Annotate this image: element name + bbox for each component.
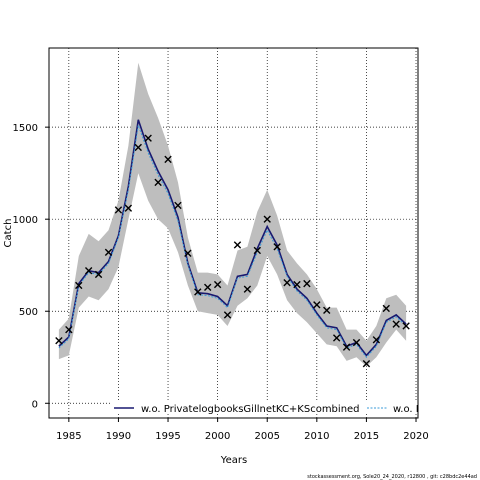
observed-point-2016 xyxy=(372,336,381,344)
observed-mark-b xyxy=(243,285,252,293)
legend-background xyxy=(112,402,417,413)
observed-mark-b xyxy=(204,283,212,291)
observed-point-1994 xyxy=(154,178,162,187)
observed-mark-b xyxy=(65,325,73,334)
observed-point-2002 xyxy=(233,241,242,249)
observed-mark-b xyxy=(382,304,390,313)
observed-points xyxy=(55,134,410,368)
observed-mark-b xyxy=(164,155,172,164)
observed-mark-b xyxy=(263,215,271,223)
observed-point-1993 xyxy=(144,134,152,142)
observed-mark-b xyxy=(94,270,103,279)
observed-mark-b xyxy=(194,288,202,296)
observed-point-1996 xyxy=(174,201,182,210)
legend: w.o. PrivatelogbooksGillnetKC+KScombined… xyxy=(112,402,422,415)
observed-point-1995 xyxy=(164,155,172,164)
observed-point-2017 xyxy=(382,304,390,313)
observed-mark-b xyxy=(75,281,83,290)
observed-point-1986 xyxy=(75,281,83,290)
observed-mark-b xyxy=(55,336,63,345)
observed-mark-b xyxy=(332,334,341,342)
y-axis-title: Catch xyxy=(3,219,14,248)
observed-point-1989 xyxy=(104,248,113,257)
x-tick-label-1995: 1995 xyxy=(155,431,180,442)
observed-point-2012 xyxy=(332,334,341,342)
observed-point-1999 xyxy=(204,283,212,291)
x-tick-label-2005: 2005 xyxy=(254,431,279,442)
y-tick-label-0: 0 xyxy=(32,399,38,410)
confidence-band xyxy=(58,62,407,367)
observed-point-2000 xyxy=(213,280,222,289)
observed-point-2001 xyxy=(223,311,232,319)
observed-point-2014 xyxy=(352,338,361,347)
observed-mark-b xyxy=(273,243,281,251)
observed-point-1991 xyxy=(124,204,133,212)
observed-mark-b xyxy=(293,280,301,289)
observed-mark-b xyxy=(114,206,123,214)
observed-mark-b xyxy=(104,248,113,257)
observed-mark-b xyxy=(253,246,262,255)
observed-mark-b xyxy=(124,204,133,212)
x-tick-label-2000: 2000 xyxy=(205,431,230,442)
x-tick-label-2020: 2020 xyxy=(403,431,428,442)
observed-point-2007 xyxy=(283,279,291,287)
observed-point-2006 xyxy=(273,243,281,251)
observed-mark-b xyxy=(303,279,311,288)
x-tick-label-1990: 1990 xyxy=(106,431,131,442)
observed-mark-b xyxy=(372,336,381,344)
observed-mark-b xyxy=(223,311,232,319)
x-tick-label-2015: 2015 xyxy=(354,431,379,442)
observed-point-1988 xyxy=(94,270,103,279)
observed-mark-b xyxy=(213,280,222,289)
footer-credit: stockassessment.org, Sole20_24_2020, r12… xyxy=(307,474,477,480)
observed-mark-b xyxy=(323,306,331,315)
observed-point-1985 xyxy=(65,325,73,334)
observed-point-2013 xyxy=(342,343,351,351)
x-tick-label-2010: 2010 xyxy=(304,431,329,442)
legend-label-wo-f: w.o. F xyxy=(393,404,422,415)
axes: 1985 1990 1995 2000 2005 2010 2015 2020 0 500 1000… xyxy=(13,123,429,442)
observed-mark-b xyxy=(392,320,400,328)
observed-point-2003 xyxy=(243,285,252,293)
observed-mark-b xyxy=(144,134,152,142)
observed-point-1987 xyxy=(84,267,93,275)
observed-point-2015 xyxy=(362,360,371,368)
y-tick-label-1500: 1500 xyxy=(13,123,38,134)
observed-mark-b xyxy=(233,241,242,249)
legend-label-privatelogbooks: w.o. PrivatelogbooksGillnetKC+KScombined xyxy=(141,404,360,415)
observed-point-1990 xyxy=(114,206,123,214)
observed-point-2008 xyxy=(293,280,301,289)
observed-point-1998 xyxy=(194,288,202,296)
observed-mark-b xyxy=(352,338,361,347)
observed-point-2009 xyxy=(303,279,311,288)
observed-mark-b xyxy=(174,201,182,210)
observed-mark-b xyxy=(362,360,371,368)
observed-point-2004 xyxy=(253,246,262,255)
observed-mark-b xyxy=(402,322,410,330)
observed-point-2011 xyxy=(323,306,331,315)
observed-mark-b xyxy=(184,249,192,257)
observed-mark-b xyxy=(154,178,162,187)
observed-mark-b xyxy=(84,267,93,275)
series-line-wo-f xyxy=(58,125,407,359)
observed-mark-b xyxy=(134,143,142,152)
observed-point-2018 xyxy=(392,320,400,328)
y-tick-label-1000: 1000 xyxy=(13,215,38,226)
x-tick-label-1985: 1985 xyxy=(56,431,81,442)
observed-mark-b xyxy=(313,301,321,309)
observed-point-1992 xyxy=(134,143,142,152)
observed-point-2010 xyxy=(313,301,321,309)
observed-point-2005 xyxy=(263,215,271,223)
x-axis-title: Years xyxy=(220,455,247,466)
y-tick-label-500: 500 xyxy=(19,307,38,318)
observed-mark-b xyxy=(342,343,351,351)
observed-mark-b xyxy=(283,279,291,287)
observed-point-1984 xyxy=(55,336,63,345)
observed-point-1997 xyxy=(184,249,192,257)
plot-frame xyxy=(48,47,419,419)
observed-point-2019 xyxy=(402,322,410,330)
